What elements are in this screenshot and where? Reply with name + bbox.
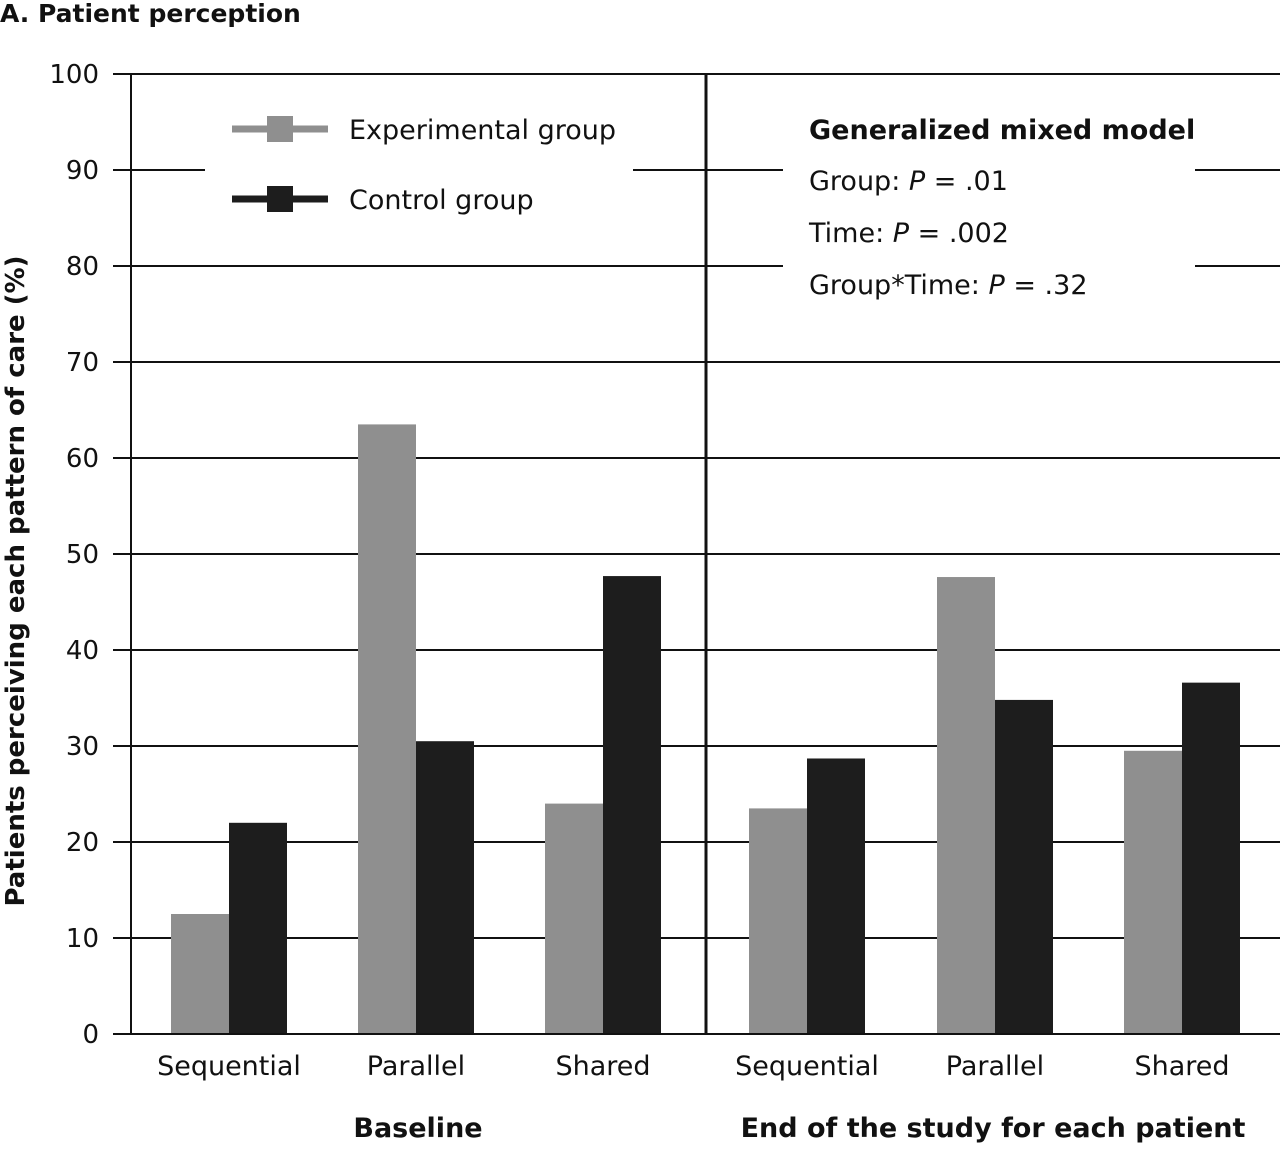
panel-label: Baseline (353, 1113, 482, 1144)
annotation-line: Group: P = .01 (809, 166, 1008, 197)
bar (995, 699, 1053, 1034)
bar (416, 741, 474, 1034)
y-tick-label: 60 (66, 444, 99, 474)
x-category-labels: Sequential Parallel Shared Sequential Parall… (157, 1051, 1229, 1082)
annotation-p-symbol: P (893, 218, 910, 249)
x-category-label: Parallel (946, 1051, 1044, 1082)
y-axis-label: Patients perceiving each pattern of care… (1, 255, 31, 906)
bar (545, 803, 603, 1034)
bar (1182, 682, 1240, 1034)
axes (113, 74, 1280, 1035)
annotation-p-symbol: P (988, 270, 1005, 301)
y-tick-label: 90 (66, 156, 99, 186)
y-tick-label: 100 (49, 60, 99, 90)
bars (171, 424, 1240, 1034)
annotation-prefix: Time: (808, 218, 893, 249)
x-category-label: Sequential (735, 1051, 879, 1082)
y-tick-labels: 0 10 20 30 40 50 60 70 80 90 100 (49, 60, 99, 1050)
x-category-label: Parallel (367, 1051, 465, 1082)
y-tick-label: 30 (66, 732, 99, 762)
legend-label: Control group (349, 185, 534, 216)
bar (937, 577, 995, 1034)
annotation-value: = .002 (909, 218, 1009, 249)
bar (229, 822, 287, 1034)
panel-label: End of the study for each patient (741, 1113, 1246, 1144)
annotation-background (783, 100, 1195, 310)
bar (171, 914, 229, 1034)
legend-marker (267, 186, 293, 212)
y-tick-label: 50 (66, 540, 99, 570)
y-tick-label: 0 (82, 1020, 99, 1050)
bar (749, 808, 807, 1034)
annotation-p-symbol: P (909, 166, 926, 197)
x-category-label: Sequential (157, 1051, 301, 1082)
y-tick-label: 80 (66, 252, 99, 282)
legend: Experimental group Control group (205, 92, 633, 252)
annotation-value: = .32 (1005, 270, 1088, 301)
annotation-prefix: Group: (809, 166, 909, 197)
bar (358, 424, 416, 1034)
bar (1124, 750, 1182, 1034)
y-tick-label: 10 (66, 924, 99, 954)
y-tick-label: 70 (66, 348, 99, 378)
x-category-label: Shared (1134, 1051, 1229, 1082)
annotation-line: Group*Time: P = .32 (809, 270, 1088, 301)
x-category-label: Shared (555, 1051, 650, 1082)
annotation-line: Time: P = .002 (808, 218, 1009, 249)
annotation-value: = .01 (925, 166, 1008, 197)
bar (603, 576, 661, 1034)
chart-title: A. Patient perception (0, 0, 301, 28)
bar (807, 758, 865, 1034)
annotation-heading: Generalized mixed model (809, 115, 1195, 146)
legend-marker (267, 116, 293, 142)
y-tick-label: 40 (66, 636, 99, 666)
stats-annotation: Generalized mixed model Group: P = .01 Tim… (783, 100, 1195, 310)
legend-label: Experimental group (349, 115, 616, 146)
panel-labels: Baseline End of the study for each patien… (353, 1113, 1245, 1144)
annotation-prefix: Group*Time: (809, 270, 988, 301)
y-tick-label: 20 (66, 828, 99, 858)
